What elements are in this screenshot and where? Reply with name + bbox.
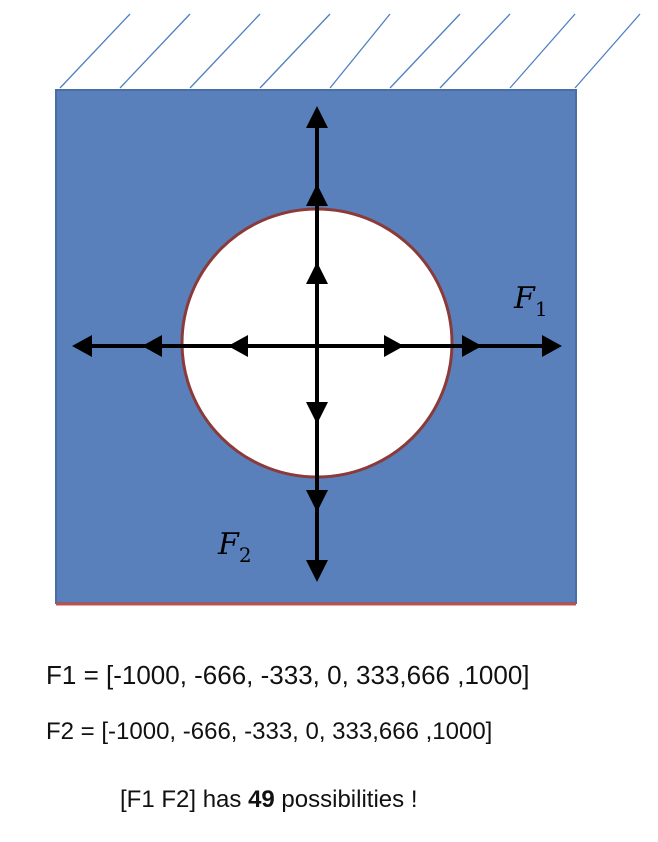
arrowhead-down-outer bbox=[306, 560, 328, 582]
f2-values-equation: F2 = [-1000, -666, -333, 0, 333,666 ,100… bbox=[46, 718, 492, 746]
summary-suffix: possibilities ! bbox=[274, 786, 418, 813]
f2-equation-values: = [-1000, -666, -333, 0, 333,666 ,1000] bbox=[74, 718, 493, 745]
f1-values-equation: F1 = [-1000, -666, -333, 0, 333,666 ,100… bbox=[46, 660, 530, 691]
plate-with-hole-diagram: F1 F2 bbox=[55, 13, 641, 606]
arrowhead-right-inner bbox=[384, 335, 404, 357]
f1-equation-name: F1 bbox=[46, 660, 77, 690]
f2-equation-name: F2 bbox=[46, 718, 75, 745]
arrowhead-down-inner bbox=[306, 402, 328, 424]
arrowheads bbox=[72, 106, 562, 582]
arrowhead-left-mid bbox=[142, 335, 162, 357]
arrowhead-left-outer bbox=[72, 335, 92, 357]
summary-prefix: [F1 F2] has bbox=[120, 786, 249, 813]
arrowhead-down-mid bbox=[306, 490, 328, 512]
fixed-support-hatching bbox=[59, 13, 641, 89]
f1-label: F1 bbox=[513, 281, 548, 321]
arrowhead-up-mid bbox=[306, 184, 328, 206]
possibility-count: 49 bbox=[248, 786, 275, 813]
arrowhead-left-inner bbox=[228, 335, 248, 357]
arrowhead-up-outer bbox=[306, 106, 328, 128]
arrowhead-up-inner bbox=[306, 262, 328, 284]
arrowhead-right-outer bbox=[542, 335, 562, 357]
f1-equation-values: = [-1000, -666, -333, 0, 333,666 ,1000] bbox=[76, 660, 530, 690]
possibilities-summary: [F1 F2] has 49 possibilities ! bbox=[120, 786, 418, 814]
f2-label-subscript: 2 bbox=[239, 543, 252, 567]
arrowhead-right-mid bbox=[462, 335, 482, 357]
f2-label: F2 bbox=[217, 527, 252, 567]
f1-label-subscript: 1 bbox=[535, 297, 548, 321]
